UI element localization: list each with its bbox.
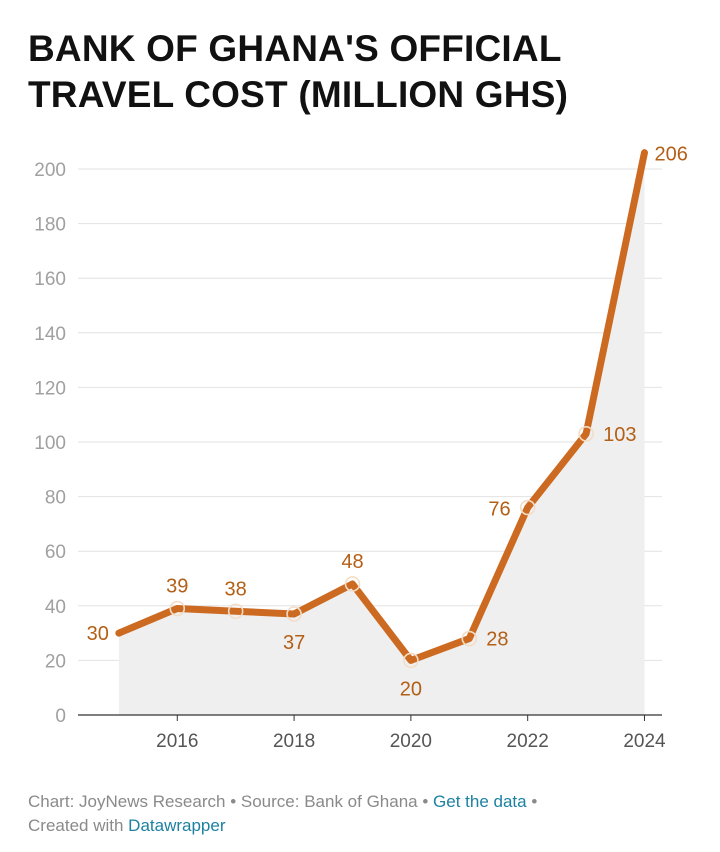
data-point [169, 600, 186, 617]
data-label: 20 [400, 678, 422, 700]
footer-separator: • [422, 792, 429, 811]
data-label: 206 [654, 144, 687, 166]
x-tick-label: 2024 [623, 731, 666, 752]
y-tick-label: 180 [34, 215, 66, 236]
footer-separator: • [531, 792, 538, 811]
data-label: 39 [166, 576, 188, 598]
data-label: 76 [488, 499, 510, 521]
footer-separator: • [230, 792, 237, 811]
data-points [169, 426, 594, 669]
data-labels: 30 39 38 37 48 20 28 76 103 206 [87, 144, 688, 701]
source-credit: Source: Bank of Ghana [240, 792, 418, 811]
y-tick-label: 200 [34, 160, 66, 181]
y-tick-label: 60 [45, 542, 66, 563]
y-tick-label: 120 [34, 378, 66, 399]
x-tick-label: 2020 [390, 731, 432, 752]
data-label: 30 [87, 623, 109, 645]
datawrapper-link[interactable]: Datawrapper [128, 816, 226, 835]
y-tick-label: 40 [45, 597, 66, 618]
data-label: 37 [283, 632, 305, 654]
data-point [403, 652, 419, 669]
data-label: 28 [486, 629, 508, 651]
y-tick-label: 80 [45, 488, 66, 509]
data-point [461, 630, 478, 647]
chart-title: BANK OF GHANA'S OFFICIAL TRAVEL COST (MI… [28, 26, 688, 118]
area-fill-layer [118, 152, 645, 715]
area-fill [118, 152, 645, 715]
chart-footer: Chart: JoyNews Research • Source: Bank o… [28, 790, 688, 838]
data-label: 103 [603, 424, 636, 446]
get-the-data-link[interactable]: Get the data [433, 792, 527, 811]
series-line-layer [115, 149, 648, 664]
y-tick-label: 140 [34, 324, 66, 345]
chart-credit: Chart: JoyNews Research [28, 792, 226, 811]
data-point [519, 499, 536, 516]
x-tick-label: 2022 [507, 731, 549, 752]
y-tick-label: 20 [45, 651, 66, 672]
title-line-2: TRAVEL COST (MILLION GHS) [28, 74, 569, 115]
series-line [115, 149, 648, 664]
data-point [286, 606, 302, 622]
data-label: 38 [225, 578, 247, 600]
data-point [578, 426, 594, 442]
data-point [344, 576, 361, 592]
x-tick-label: 2018 [273, 731, 315, 752]
x-tick-label: 2016 [156, 731, 198, 752]
y-tick-label: 100 [34, 433, 66, 454]
y-tick-label: 0 [55, 706, 66, 727]
created-with-text: Created with [28, 816, 124, 835]
y-tick-label: 160 [34, 269, 66, 290]
title-line-1: BANK OF GHANA'S OFFICIAL [28, 28, 562, 69]
data-label: 48 [341, 551, 363, 573]
data-point [227, 603, 244, 620]
